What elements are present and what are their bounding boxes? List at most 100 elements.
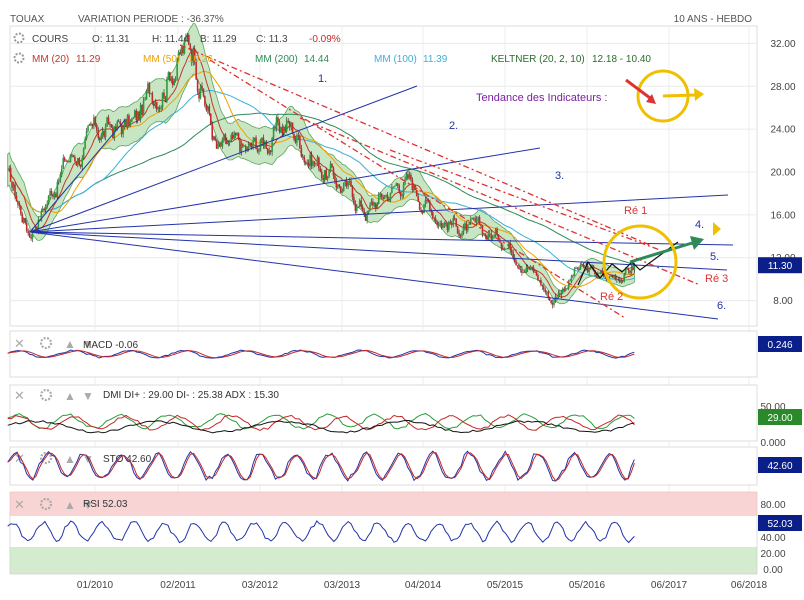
settings-icon[interactable] [13, 32, 25, 44]
candle-body [586, 265, 589, 273]
candle-body [207, 106, 209, 111]
candle-body [22, 218, 25, 223]
candle-body [275, 117, 278, 129]
candle-body [288, 121, 291, 128]
candle-body [49, 190, 51, 196]
candle-body [521, 269, 523, 273]
candle-body [250, 145, 253, 148]
candle-body [461, 233, 463, 237]
candle-body [350, 180, 352, 187]
legend-mm20[interactable]: MM (20) [32, 54, 69, 65]
dmi-plus-line [7, 413, 635, 430]
candle-body [377, 195, 380, 204]
candle-body [290, 122, 292, 128]
period-label[interactable]: 10 ANS - HEBDO [674, 14, 753, 25]
legend-mm50[interactable]: MM (50) [143, 54, 180, 65]
candle-body [199, 85, 202, 99]
candle-body [383, 197, 386, 200]
candle-body [252, 140, 254, 148]
candle-body [237, 132, 240, 140]
candle-body [402, 184, 405, 196]
candle-body [582, 264, 585, 267]
rsi-label: RSI 52.03 [83, 499, 128, 510]
candle-body [259, 140, 262, 152]
candle-body [616, 279, 618, 280]
rsi-badge-value: 52.03 [767, 519, 792, 530]
candle-body [204, 96, 206, 106]
price-badge [758, 257, 802, 274]
candle-body [480, 224, 482, 226]
candle-body [632, 267, 634, 271]
candle-body [236, 132, 238, 135]
candle-body [265, 141, 268, 149]
candle-body [548, 297, 551, 301]
candle-body [500, 242, 503, 248]
candle-body [120, 124, 123, 135]
candle-body [313, 161, 316, 164]
candle-body [519, 269, 522, 271]
candle-body [77, 158, 79, 166]
candle-body [122, 127, 124, 135]
candle-body [152, 103, 155, 106]
candle-body [481, 225, 484, 235]
candle-body [423, 204, 425, 214]
candle-body [174, 79, 177, 82]
candle-body [179, 52, 181, 55]
settings-icon[interactable] [13, 52, 25, 64]
candle-body [230, 135, 233, 140]
symbol-label: TOUAX [10, 14, 45, 25]
candle-body [151, 93, 154, 104]
candle-body [341, 191, 344, 193]
candle-body [271, 137, 273, 153]
candle-body [37, 219, 40, 231]
legend-mm200[interactable]: MM (200) [255, 54, 298, 65]
candle-body [87, 125, 89, 131]
legend-keltner[interactable]: KELTNER (20, 2, 10) [491, 54, 585, 65]
candle-body [97, 130, 100, 138]
x-tick-label: 03/2013 [324, 580, 361, 591]
candle-body [319, 168, 322, 172]
candle-body [557, 293, 560, 298]
legend-mm100[interactable]: MM (100) [374, 54, 417, 65]
candle-body [472, 217, 475, 219]
candle-body [12, 184, 15, 188]
candle-body [96, 125, 98, 131]
resistance-line [389, 149, 661, 251]
candle-body [569, 279, 571, 281]
candle-body [544, 289, 547, 293]
candle-body [224, 134, 227, 141]
candle-body [44, 205, 47, 211]
x-tick-label: 01/2010 [77, 580, 114, 591]
candle-body [487, 233, 490, 240]
candle-body [512, 252, 514, 258]
candle-body [182, 47, 184, 54]
candle-body [326, 176, 329, 180]
candle-body [301, 156, 304, 158]
candle-body [360, 200, 363, 207]
candle-body [551, 302, 554, 305]
candle-body [475, 219, 478, 222]
candle-body [266, 148, 269, 154]
candle-body [453, 218, 456, 219]
candle-body [300, 148, 303, 157]
candle-body [208, 106, 211, 114]
candle-body [180, 47, 183, 55]
candle-body [68, 161, 70, 163]
candle-body [154, 101, 157, 106]
y-tick-label: 24.00 [770, 125, 795, 136]
candle-body [245, 146, 247, 152]
candle-body [526, 267, 529, 269]
candle-body [537, 275, 539, 281]
candle-body [328, 171, 330, 177]
candle-body [420, 209, 422, 212]
candle-body [560, 293, 563, 296]
adx-line [7, 419, 635, 434]
candle-body [581, 264, 583, 266]
pattern-lines [577, 241, 679, 286]
candle-body [486, 236, 488, 240]
macd-label: MACD -0.06 [83, 340, 138, 351]
candle-body [488, 233, 491, 235]
trendline-label: 1. [318, 73, 327, 85]
candle-body [452, 218, 455, 225]
